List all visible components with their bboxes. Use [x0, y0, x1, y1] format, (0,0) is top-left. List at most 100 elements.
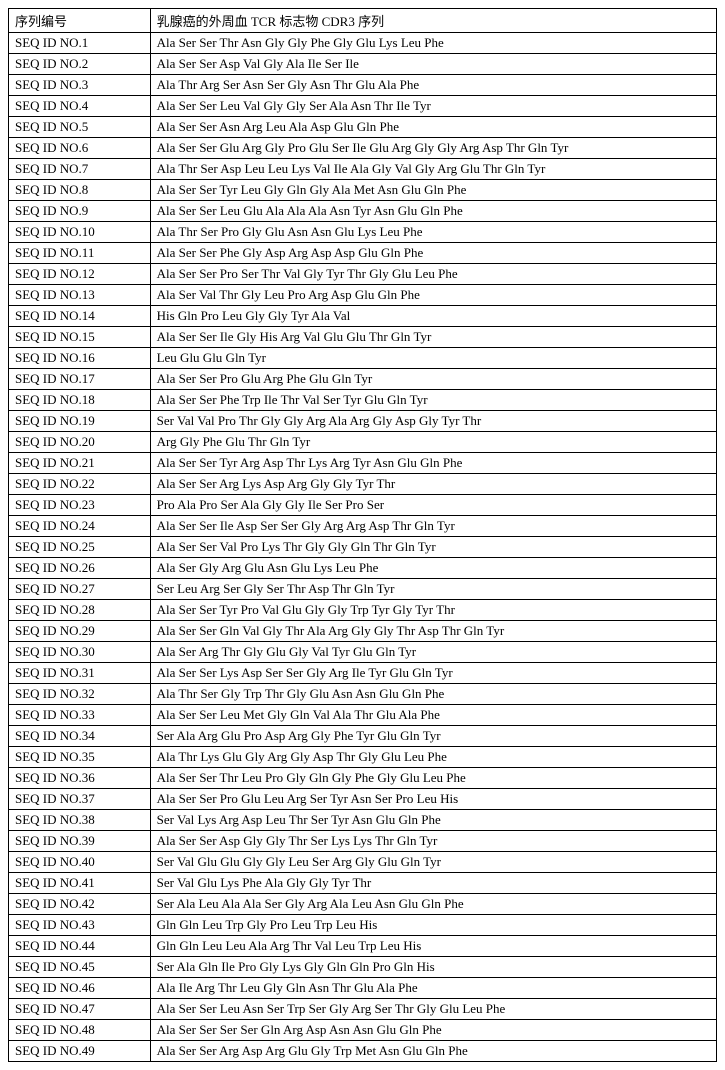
cell-seq-id: SEQ ID NO.36: [9, 768, 151, 789]
table-row: SEQ ID NO.49Ala Ser Ser Arg Asp Arg Glu …: [9, 1041, 717, 1062]
cell-seq-id: SEQ ID NO.18: [9, 390, 151, 411]
cell-seq-id: SEQ ID NO.9: [9, 201, 151, 222]
cell-seq-content: Ala Ser Ser Arg Asp Arg Glu Gly Trp Met …: [150, 1041, 716, 1062]
cell-seq-id: SEQ ID NO.23: [9, 495, 151, 516]
cell-seq-id: SEQ ID NO.29: [9, 621, 151, 642]
table-row: SEQ ID NO.32Ala Thr Ser Gly Trp Thr Gly …: [9, 684, 717, 705]
cell-seq-content: Ala Ser Ser Ile Gly His Arg Val Glu Glu …: [150, 327, 716, 348]
table-row: SEQ ID NO.9Ala Ser Ser Leu Glu Ala Ala A…: [9, 201, 717, 222]
cell-seq-id: SEQ ID NO.42: [9, 894, 151, 915]
cell-seq-content: Ala Ser Ser Leu Val Gly Gly Ser Ala Asn …: [150, 96, 716, 117]
table-row: SEQ ID NO.2Ala Ser Ser Asp Val Gly Ala I…: [9, 54, 717, 75]
cell-seq-id: SEQ ID NO.33: [9, 705, 151, 726]
cell-seq-content: Ala Ser Val Thr Gly Leu Pro Arg Asp Glu …: [150, 285, 716, 306]
cell-seq-content: Ala Ser Ser Tyr Leu Gly Gln Gly Ala Met …: [150, 180, 716, 201]
cell-seq-id: SEQ ID NO.16: [9, 348, 151, 369]
cell-seq-content: Gln Gln Leu Trp Gly Pro Leu Trp Leu His: [150, 915, 716, 936]
cell-seq-content: Ala Ser Ser Gln Val Gly Thr Ala Arg Gly …: [150, 621, 716, 642]
cell-seq-content: Ala Thr Arg Ser Asn Ser Gly Asn Thr Glu …: [150, 75, 716, 96]
cell-seq-id: SEQ ID NO.3: [9, 75, 151, 96]
header-seq-id: 序列编号: [9, 9, 151, 33]
cell-seq-content: Ala Ser Ser Ser Ser Gln Arg Asp Asn Asn …: [150, 1020, 716, 1041]
table-row: SEQ ID NO.45Ser Ala Gln Ile Pro Gly Lys …: [9, 957, 717, 978]
cell-seq-id: SEQ ID NO.14: [9, 306, 151, 327]
table-row: SEQ ID NO.23Pro Ala Pro Ser Ala Gly Gly …: [9, 495, 717, 516]
cell-seq-content: Ala Ser Ser Phe Trp Ile Thr Val Ser Tyr …: [150, 390, 716, 411]
cell-seq-content: Ser Ala Leu Ala Ala Ser Gly Arg Ala Leu …: [150, 894, 716, 915]
table-row: SEQ ID NO.1Ala Ser Ser Thr Asn Gly Gly P…: [9, 33, 717, 54]
table-row: SEQ ID NO.22Ala Ser Ser Arg Lys Asp Arg …: [9, 474, 717, 495]
table-row: SEQ ID NO.41Ser Val Glu Lys Phe Ala Gly …: [9, 873, 717, 894]
cell-seq-content: Ser Val Glu Lys Phe Ala Gly Gly Tyr Thr: [150, 873, 716, 894]
cell-seq-id: SEQ ID NO.26: [9, 558, 151, 579]
cell-seq-id: SEQ ID NO.37: [9, 789, 151, 810]
table-row: SEQ ID NO.15Ala Ser Ser Ile Gly His Arg …: [9, 327, 717, 348]
table-row: SEQ ID NO.31Ala Ser Ser Lys Asp Ser Ser …: [9, 663, 717, 684]
cell-seq-id: SEQ ID NO.34: [9, 726, 151, 747]
cell-seq-id: SEQ ID NO.38: [9, 810, 151, 831]
table-row: SEQ ID NO.4Ala Ser Ser Leu Val Gly Gly S…: [9, 96, 717, 117]
cell-seq-id: SEQ ID NO.1: [9, 33, 151, 54]
cell-seq-content: Ser Val Glu Glu Gly Gly Leu Ser Arg Gly …: [150, 852, 716, 873]
cell-seq-id: SEQ ID NO.8: [9, 180, 151, 201]
cell-seq-id: SEQ ID NO.17: [9, 369, 151, 390]
table-row: SEQ ID NO.25Ala Ser Ser Val Pro Lys Thr …: [9, 537, 717, 558]
cell-seq-content: Ala Ser Ser Leu Asn Ser Trp Ser Gly Arg …: [150, 999, 716, 1020]
cell-seq-content: Gln Gln Leu Leu Ala Arg Thr Val Leu Trp …: [150, 936, 716, 957]
cell-seq-id: SEQ ID NO.39: [9, 831, 151, 852]
cell-seq-content: Ala Ser Ser Ile Asp Ser Ser Gly Arg Arg …: [150, 516, 716, 537]
table-row: SEQ ID NO.17Ala Ser Ser Pro Glu Arg Phe …: [9, 369, 717, 390]
cell-seq-content: Ala Ser Ser Asp Val Gly Ala Ile Ser Ile: [150, 54, 716, 75]
cell-seq-content: Ala Thr Ser Asp Leu Leu Lys Val Ile Ala …: [150, 159, 716, 180]
cell-seq-content: Ala Ser Ser Asp Gly Gly Thr Ser Lys Lys …: [150, 831, 716, 852]
table-row: SEQ ID NO.10Ala Thr Ser Pro Gly Glu Asn …: [9, 222, 717, 243]
cell-seq-id: SEQ ID NO.15: [9, 327, 151, 348]
table-row: SEQ ID NO.38Ser Val Lys Arg Asp Leu Thr …: [9, 810, 717, 831]
table-row: SEQ ID NO.11Ala Ser Ser Phe Gly Asp Arg …: [9, 243, 717, 264]
table-row: SEQ ID NO.30Ala Ser Arg Thr Gly Glu Gly …: [9, 642, 717, 663]
cell-seq-content: Ala Ser Ser Arg Lys Asp Arg Gly Gly Tyr …: [150, 474, 716, 495]
cell-seq-content: Arg Gly Phe Glu Thr Gln Tyr: [150, 432, 716, 453]
cell-seq-content: Ala Ser Ser Tyr Arg Asp Thr Lys Arg Tyr …: [150, 453, 716, 474]
cell-seq-id: SEQ ID NO.6: [9, 138, 151, 159]
table-row: SEQ ID NO.34Ser Ala Arg Glu Pro Asp Arg …: [9, 726, 717, 747]
table-row: SEQ ID NO.6Ala Ser Ser Glu Arg Gly Pro G…: [9, 138, 717, 159]
cell-seq-content: Ala Ser Ser Tyr Pro Val Glu Gly Gly Trp …: [150, 600, 716, 621]
cell-seq-id: SEQ ID NO.45: [9, 957, 151, 978]
table-row: SEQ ID NO.48Ala Ser Ser Ser Ser Gln Arg …: [9, 1020, 717, 1041]
table-row: SEQ ID NO.7Ala Thr Ser Asp Leu Leu Lys V…: [9, 159, 717, 180]
table-row: SEQ ID NO.14His Gln Pro Leu Gly Gly Tyr …: [9, 306, 717, 327]
cell-seq-content: Ser Ala Gln Ile Pro Gly Lys Gly Gln Gln …: [150, 957, 716, 978]
cell-seq-id: SEQ ID NO.19: [9, 411, 151, 432]
table-row: SEQ ID NO.19Ser Val Val Pro Thr Gly Gly …: [9, 411, 717, 432]
cell-seq-content: Ser Val Lys Arg Asp Leu Thr Ser Tyr Asn …: [150, 810, 716, 831]
table-row: SEQ ID NO.18Ala Ser Ser Phe Trp Ile Thr …: [9, 390, 717, 411]
cell-seq-content: Ala Ser Arg Thr Gly Glu Gly Val Tyr Glu …: [150, 642, 716, 663]
table-row: SEQ ID NO.8Ala Ser Ser Tyr Leu Gly Gln G…: [9, 180, 717, 201]
cell-seq-content: Ala Ser Ser Thr Leu Pro Gly Gln Gly Phe …: [150, 768, 716, 789]
table-row: SEQ ID NO.3Ala Thr Arg Ser Asn Ser Gly A…: [9, 75, 717, 96]
table-row: SEQ ID NO.16Leu Glu Glu Gln Tyr: [9, 348, 717, 369]
table-row: SEQ ID NO.43Gln Gln Leu Trp Gly Pro Leu …: [9, 915, 717, 936]
cell-seq-id: SEQ ID NO.4: [9, 96, 151, 117]
cell-seq-content: Ala Ser Ser Thr Asn Gly Gly Phe Gly Glu …: [150, 33, 716, 54]
cell-seq-content: Ala Ser Ser Pro Glu Arg Phe Glu Gln Tyr: [150, 369, 716, 390]
cell-seq-id: SEQ ID NO.43: [9, 915, 151, 936]
cell-seq-id: SEQ ID NO.41: [9, 873, 151, 894]
cell-seq-content: Ala Ile Arg Thr Leu Gly Gln Asn Thr Glu …: [150, 978, 716, 999]
cell-seq-id: SEQ ID NO.48: [9, 1020, 151, 1041]
table-row: SEQ ID NO.46Ala Ile Arg Thr Leu Gly Gln …: [9, 978, 717, 999]
table-row: SEQ ID NO.26Ala Ser Gly Arg Glu Asn Glu …: [9, 558, 717, 579]
cell-seq-id: SEQ ID NO.30: [9, 642, 151, 663]
table-row: SEQ ID NO.13Ala Ser Val Thr Gly Leu Pro …: [9, 285, 717, 306]
cell-seq-id: SEQ ID NO.31: [9, 663, 151, 684]
cell-seq-id: SEQ ID NO.28: [9, 600, 151, 621]
cell-seq-id: SEQ ID NO.10: [9, 222, 151, 243]
cell-seq-id: SEQ ID NO.20: [9, 432, 151, 453]
cell-seq-content: Ala Ser Ser Val Pro Lys Thr Gly Gly Gln …: [150, 537, 716, 558]
cell-seq-id: SEQ ID NO.46: [9, 978, 151, 999]
cell-seq-content: Ala Thr Lys Glu Gly Arg Gly Asp Thr Gly …: [150, 747, 716, 768]
cell-seq-id: SEQ ID NO.2: [9, 54, 151, 75]
table-row: SEQ ID NO.47Ala Ser Ser Leu Asn Ser Trp …: [9, 999, 717, 1020]
cell-seq-id: SEQ ID NO.21: [9, 453, 151, 474]
